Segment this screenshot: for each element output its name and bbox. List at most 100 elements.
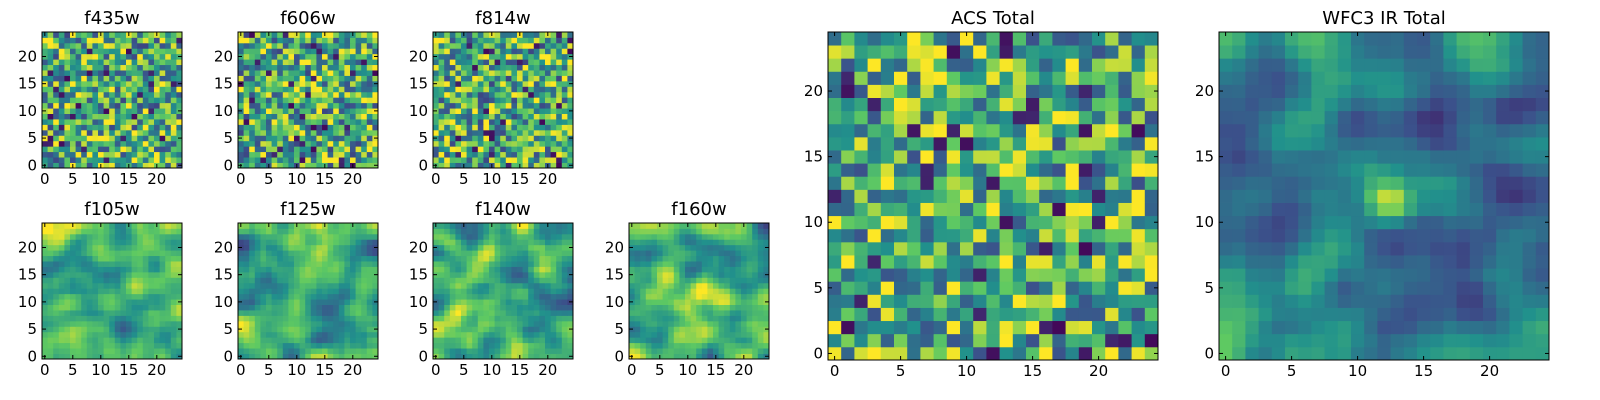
heatmap-cell (310, 53, 317, 60)
heatmap-cell (243, 157, 250, 163)
heatmap-cell (277, 97, 284, 104)
heatmap-cell (567, 102, 574, 109)
heatmap-cell (148, 320, 155, 327)
heatmap-cell (741, 320, 747, 327)
heatmap-cell (894, 215, 908, 230)
heatmap-cell (98, 102, 104, 109)
heatmap-cell (657, 299, 663, 305)
heatmap-cell (645, 228, 652, 235)
heatmap-cell (556, 266, 563, 273)
heatmap-cell (668, 326, 675, 333)
heatmap-cell (165, 129, 172, 136)
heatmap-cell (159, 304, 166, 311)
heatmap-cell (98, 326, 104, 333)
heatmap-cell (455, 255, 462, 262)
heatmap-cell (327, 48, 334, 55)
heatmap-cell (455, 151, 462, 158)
heatmap-cell (327, 32, 334, 38)
heatmap-cell (444, 129, 451, 136)
heatmap-cell (288, 129, 295, 136)
heatmap-cell (1131, 346, 1146, 361)
heatmap-cell (662, 277, 669, 284)
heatmap-cell (880, 241, 895, 256)
heatmap-cell (511, 310, 518, 316)
heatmap-cell (673, 299, 680, 305)
heatmap-cell (142, 239, 149, 246)
heatmap-cell (243, 146, 250, 153)
heatmap-cell (53, 53, 60, 60)
y-tick-label: 10 (214, 102, 233, 120)
heatmap-cell (277, 42, 284, 49)
heatmap-cell (477, 53, 484, 60)
heatmap-cell (75, 299, 82, 305)
heatmap-cell (533, 299, 540, 305)
heatmap-cell (53, 102, 60, 109)
heatmap-cell (260, 304, 267, 311)
heatmap-cell (165, 233, 172, 240)
heatmap-cell (500, 135, 507, 142)
heatmap-cell (528, 255, 535, 262)
heatmap-cell (58, 59, 65, 66)
heatmap-cell (477, 337, 484, 344)
heatmap-cell (47, 102, 54, 109)
heatmap-cell (1118, 268, 1132, 282)
heatmap-cell (500, 239, 507, 246)
heatmap-cell (238, 288, 244, 295)
heatmap-cell (316, 70, 323, 76)
heatmap-cell (53, 348, 60, 354)
heatmap-cell (438, 59, 445, 66)
heatmap-cell (176, 124, 183, 131)
heatmap-cell (707, 277, 714, 284)
heatmap-cell (338, 151, 345, 158)
heatmap-cell (165, 320, 172, 327)
heatmap-cell (894, 228, 908, 243)
heatmap-cell (338, 266, 345, 273)
heatmap-cell (494, 48, 501, 55)
heatmap-cell (729, 223, 736, 229)
heatmap-cell (763, 293, 770, 300)
heatmap-cell (489, 146, 495, 153)
heatmap-cell (47, 304, 54, 311)
heatmap-cell (986, 215, 1000, 230)
heatmap-cell (752, 250, 759, 257)
heatmap-cell (662, 271, 669, 278)
heatmap-cell (438, 326, 445, 333)
heatmap-cell (148, 37, 155, 44)
heatmap-cell (305, 140, 312, 147)
heatmap-cell (114, 310, 121, 316)
heatmap-cell (561, 239, 568, 246)
heatmap-cell (724, 228, 731, 235)
heatmap-cell (98, 113, 104, 120)
heatmap-cell (662, 228, 669, 235)
heatmap-cell (960, 215, 974, 230)
heatmap-cell (718, 288, 725, 295)
heatmap-cell (361, 320, 368, 327)
heatmap-cell (679, 326, 686, 333)
heatmap-cell (322, 75, 328, 82)
heatmap-cell (170, 228, 177, 235)
heatmap-cell (316, 288, 323, 295)
heatmap-cell (159, 320, 166, 327)
heatmap-cell (634, 326, 641, 333)
heatmap-cell (350, 326, 356, 333)
heatmap-cell (238, 146, 244, 153)
heatmap-cell (327, 124, 334, 131)
heatmap-cell (58, 146, 65, 153)
heatmap-cell (933, 294, 948, 308)
heatmap-cell (148, 151, 155, 158)
heatmap-cell (86, 146, 93, 153)
heatmap-cell (867, 346, 882, 361)
heatmap-cell (86, 86, 93, 93)
heatmap-cell (724, 288, 731, 295)
heatmap-cell (333, 124, 340, 131)
heatmap-cell (372, 331, 379, 338)
heatmap-cell (114, 244, 121, 251)
heatmap-cell (433, 261, 439, 267)
heatmap-cell (86, 266, 93, 273)
heatmap-cell (366, 255, 373, 262)
heatmap-cell (494, 59, 501, 66)
heatmap-cell (137, 75, 144, 82)
heatmap-cell (1078, 215, 1093, 230)
heatmap-cell (176, 64, 183, 71)
